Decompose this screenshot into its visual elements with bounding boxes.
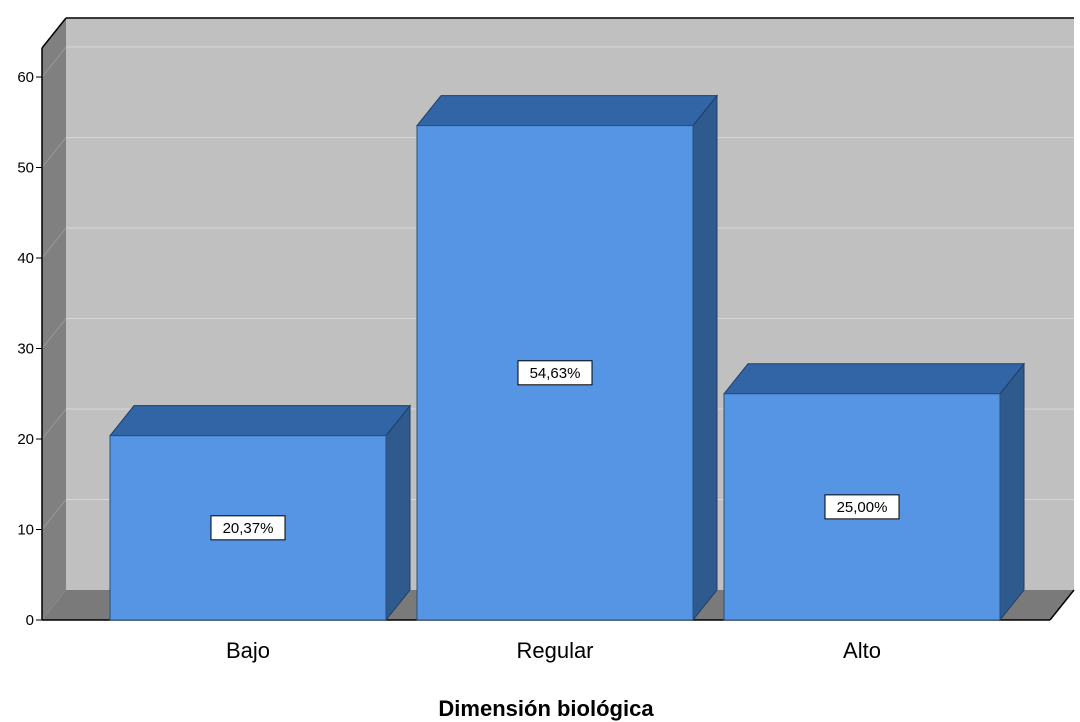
gridline-left-wall	[41, 408, 67, 440]
bar-top-face	[415, 95, 719, 127]
x-category-label: Bajo	[226, 638, 270, 663]
y-tick-label: 40	[17, 250, 34, 267]
gridline-left-wall	[41, 227, 67, 259]
x-axis: Bajo Regular Alto	[226, 638, 881, 663]
bar-top-face	[722, 363, 1026, 395]
data-label-box	[517, 360, 593, 386]
y-tick-label: 30	[17, 341, 34, 358]
bar-bajo: 20,37%	[108, 404, 412, 622]
data-label-box	[210, 515, 286, 541]
data-label: 20,37%	[223, 520, 274, 537]
y-tick-label: 0	[26, 612, 34, 629]
bar-top-face	[108, 405, 412, 437]
bars: 20,37% 54,63% 25,00%	[108, 94, 1026, 622]
gridline-left-wall	[41, 46, 67, 78]
data-label: 54,63%	[530, 365, 581, 382]
bar-side-face	[385, 404, 411, 622]
y-tick-label: 20	[17, 431, 34, 448]
gridline-left-wall	[41, 318, 67, 349]
bar-side-face	[999, 362, 1025, 622]
data-label-box	[824, 494, 900, 520]
bar-alto: 25,00%	[722, 362, 1026, 622]
x-category-label: Alto	[843, 638, 881, 663]
bar-side-face	[692, 94, 718, 622]
left-top-edge	[41, 17, 67, 49]
x-axis-title: Dimensión biológica	[438, 696, 654, 721]
gridline-left-wall	[41, 499, 67, 530]
left-wall	[42, 18, 66, 620]
floor-right-edge	[1049, 589, 1075, 621]
gridline-left-wall	[41, 137, 67, 168]
bar-regular: 54,63%	[415, 94, 719, 622]
y-tick-label: 10	[17, 522, 34, 539]
y-tick-label: 50	[17, 160, 34, 177]
y-axis: 0 10 20 30 40 50 60	[17, 48, 43, 629]
x-category-label: Regular	[516, 638, 593, 663]
y-tick-label: 60	[17, 69, 34, 86]
data-label: 25,00%	[837, 499, 888, 516]
